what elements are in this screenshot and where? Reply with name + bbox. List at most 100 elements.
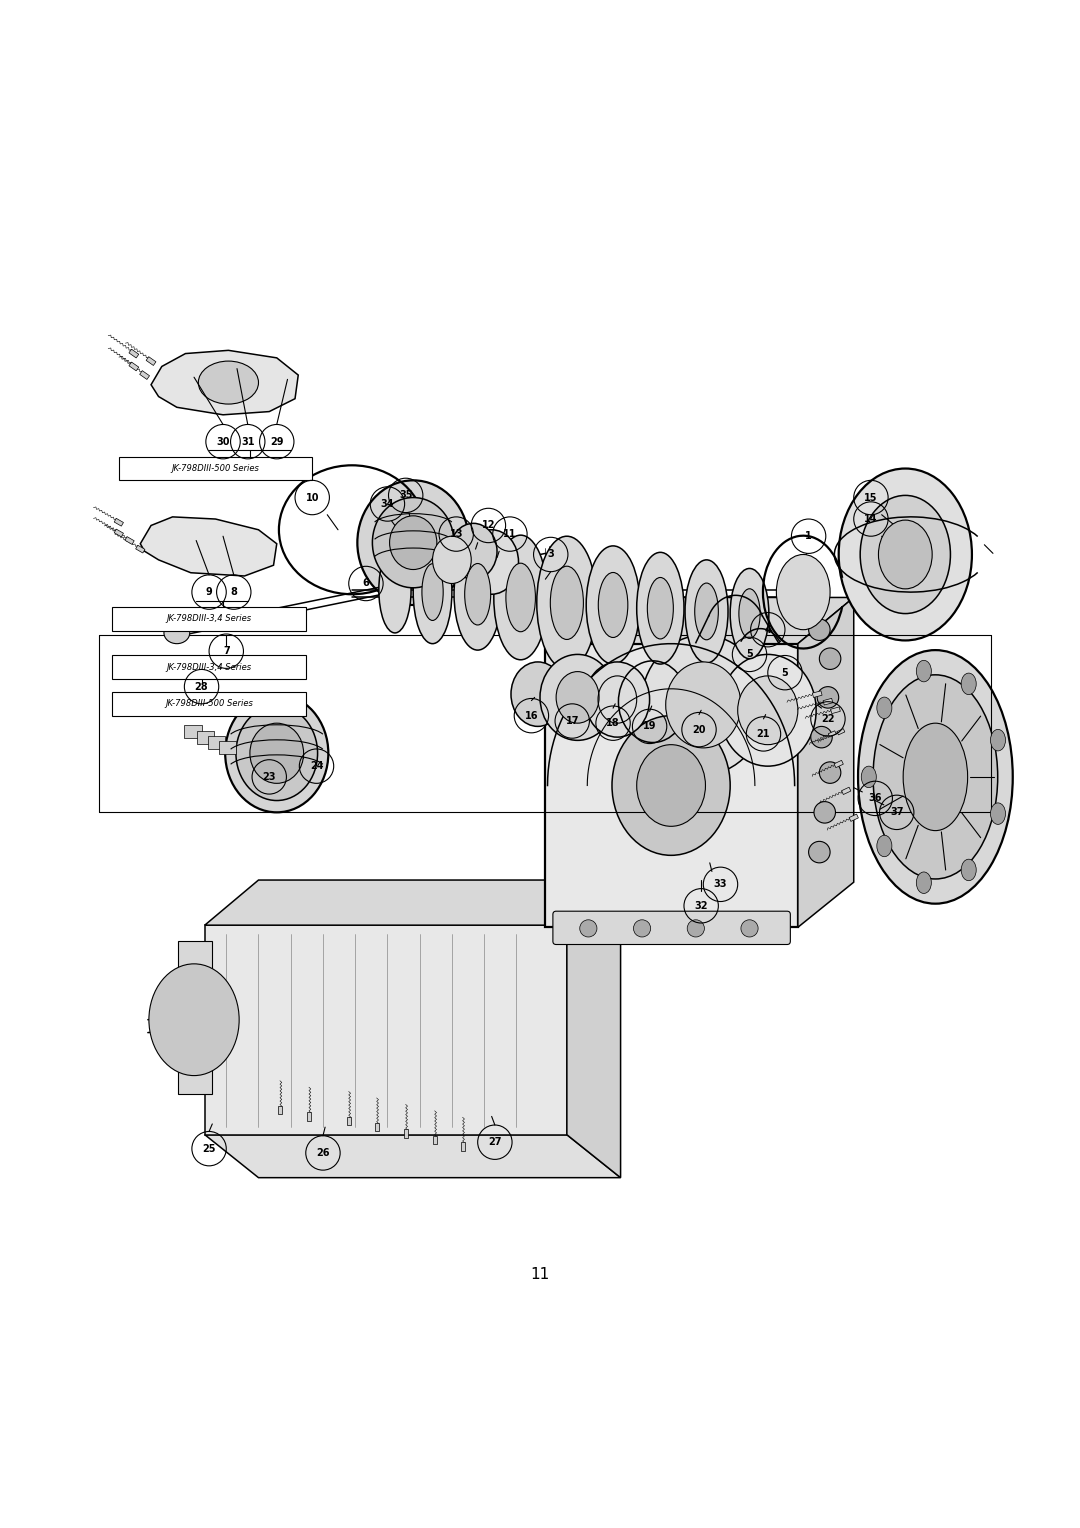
Bar	[198, 730, 215, 744]
Text: 31: 31	[241, 437, 255, 446]
Text: 25: 25	[202, 1143, 216, 1154]
Polygon shape	[139, 371, 149, 379]
Text: 14: 14	[864, 513, 878, 524]
Polygon shape	[129, 350, 139, 358]
Ellipse shape	[878, 520, 932, 588]
Text: JK-798DIII-3,4 Series: JK-798DIII-3,4 Series	[166, 614, 252, 623]
Polygon shape	[151, 350, 298, 414]
Text: 26: 26	[316, 1148, 329, 1158]
Text: 4: 4	[765, 625, 771, 634]
Ellipse shape	[877, 836, 892, 857]
Text: 27: 27	[488, 1137, 501, 1148]
Ellipse shape	[738, 675, 798, 744]
Ellipse shape	[858, 649, 1013, 903]
Ellipse shape	[961, 859, 976, 880]
Bar	[151, 1018, 164, 1028]
Polygon shape	[460, 1143, 464, 1151]
Text: 19: 19	[643, 721, 657, 732]
Polygon shape	[146, 356, 156, 365]
Ellipse shape	[811, 726, 833, 747]
Text: 18: 18	[606, 718, 620, 729]
Polygon shape	[545, 597, 853, 643]
Ellipse shape	[164, 622, 190, 643]
FancyBboxPatch shape	[178, 941, 213, 1094]
Text: 34: 34	[380, 500, 394, 509]
Ellipse shape	[777, 555, 831, 630]
Ellipse shape	[199, 361, 258, 403]
Bar	[185, 726, 202, 738]
Ellipse shape	[556, 672, 599, 723]
Ellipse shape	[990, 729, 1005, 750]
Text: 3: 3	[548, 550, 554, 559]
Polygon shape	[823, 698, 833, 704]
Polygon shape	[837, 729, 845, 735]
Text: 36: 36	[868, 793, 882, 804]
Polygon shape	[841, 787, 851, 795]
Ellipse shape	[809, 842, 831, 863]
Ellipse shape	[357, 480, 469, 605]
Ellipse shape	[687, 920, 704, 937]
Text: 23: 23	[262, 772, 276, 782]
Ellipse shape	[598, 573, 627, 637]
Ellipse shape	[414, 541, 451, 643]
Text: 6: 6	[363, 579, 369, 588]
Ellipse shape	[586, 545, 640, 665]
Ellipse shape	[540, 654, 616, 741]
Ellipse shape	[612, 715, 730, 856]
Ellipse shape	[916, 660, 931, 681]
Text: 11: 11	[530, 1267, 550, 1282]
Ellipse shape	[149, 964, 239, 1076]
Text: 30: 30	[216, 437, 230, 446]
Polygon shape	[347, 1117, 351, 1125]
Polygon shape	[140, 516, 276, 576]
Polygon shape	[375, 1123, 379, 1131]
Polygon shape	[307, 1112, 311, 1120]
Polygon shape	[129, 362, 139, 371]
Ellipse shape	[741, 920, 758, 937]
Text: 13: 13	[449, 529, 463, 539]
Ellipse shape	[642, 636, 766, 775]
Ellipse shape	[454, 538, 501, 649]
Polygon shape	[205, 880, 621, 924]
Ellipse shape	[433, 536, 471, 584]
Polygon shape	[567, 880, 621, 1178]
Text: JK-798DIII-500 Series: JK-798DIII-500 Series	[172, 465, 259, 474]
Ellipse shape	[511, 662, 565, 726]
Ellipse shape	[818, 686, 839, 707]
Text: 24: 24	[310, 761, 323, 772]
Text: 9: 9	[205, 587, 213, 597]
Ellipse shape	[390, 516, 436, 570]
Polygon shape	[798, 597, 853, 927]
Ellipse shape	[730, 568, 769, 659]
Text: 7: 7	[222, 646, 230, 656]
Ellipse shape	[634, 920, 650, 937]
Ellipse shape	[877, 697, 892, 718]
Text: 28: 28	[194, 681, 208, 692]
Text: 16: 16	[525, 711, 538, 721]
Ellipse shape	[464, 530, 518, 594]
Polygon shape	[828, 730, 836, 736]
Text: 12: 12	[482, 521, 495, 530]
Text: 11: 11	[503, 529, 516, 539]
Text: JK-798DIII-500 Series: JK-798DIII-500 Series	[165, 700, 253, 709]
Ellipse shape	[422, 564, 443, 620]
Polygon shape	[205, 1135, 621, 1178]
Ellipse shape	[903, 723, 968, 831]
Ellipse shape	[464, 564, 490, 625]
Ellipse shape	[637, 744, 705, 827]
Ellipse shape	[505, 564, 536, 631]
Text: 8: 8	[230, 587, 238, 597]
Text: JK-798DIII-3,4 Series: JK-798DIII-3,4 Series	[166, 663, 252, 672]
FancyBboxPatch shape	[553, 911, 791, 944]
Text: 5: 5	[746, 649, 753, 660]
Ellipse shape	[685, 559, 728, 663]
Ellipse shape	[494, 535, 548, 660]
Polygon shape	[834, 761, 843, 767]
Text: 33: 33	[714, 879, 727, 889]
Ellipse shape	[839, 469, 972, 640]
Ellipse shape	[739, 588, 760, 639]
Ellipse shape	[226, 694, 328, 813]
Polygon shape	[433, 1135, 436, 1144]
Polygon shape	[114, 518, 123, 526]
Text: 22: 22	[821, 714, 835, 724]
